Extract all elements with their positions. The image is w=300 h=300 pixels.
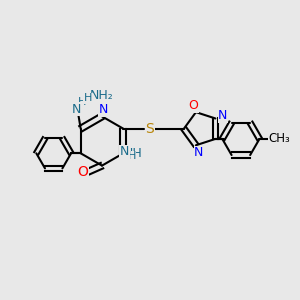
Text: N: N <box>99 103 108 116</box>
Text: N: N <box>71 103 81 116</box>
Text: NH₂: NH₂ <box>90 89 114 102</box>
Text: NH: NH <box>124 147 142 160</box>
Text: O: O <box>78 165 88 178</box>
Text: S: S <box>145 122 154 136</box>
Text: N: N <box>218 109 228 122</box>
Text: H: H <box>78 97 86 107</box>
Text: O: O <box>189 99 199 112</box>
Text: CH₃: CH₃ <box>268 132 290 146</box>
Text: H: H <box>84 93 92 103</box>
Text: N: N <box>120 145 130 158</box>
Text: N: N <box>194 146 204 159</box>
Text: H: H <box>128 151 136 161</box>
